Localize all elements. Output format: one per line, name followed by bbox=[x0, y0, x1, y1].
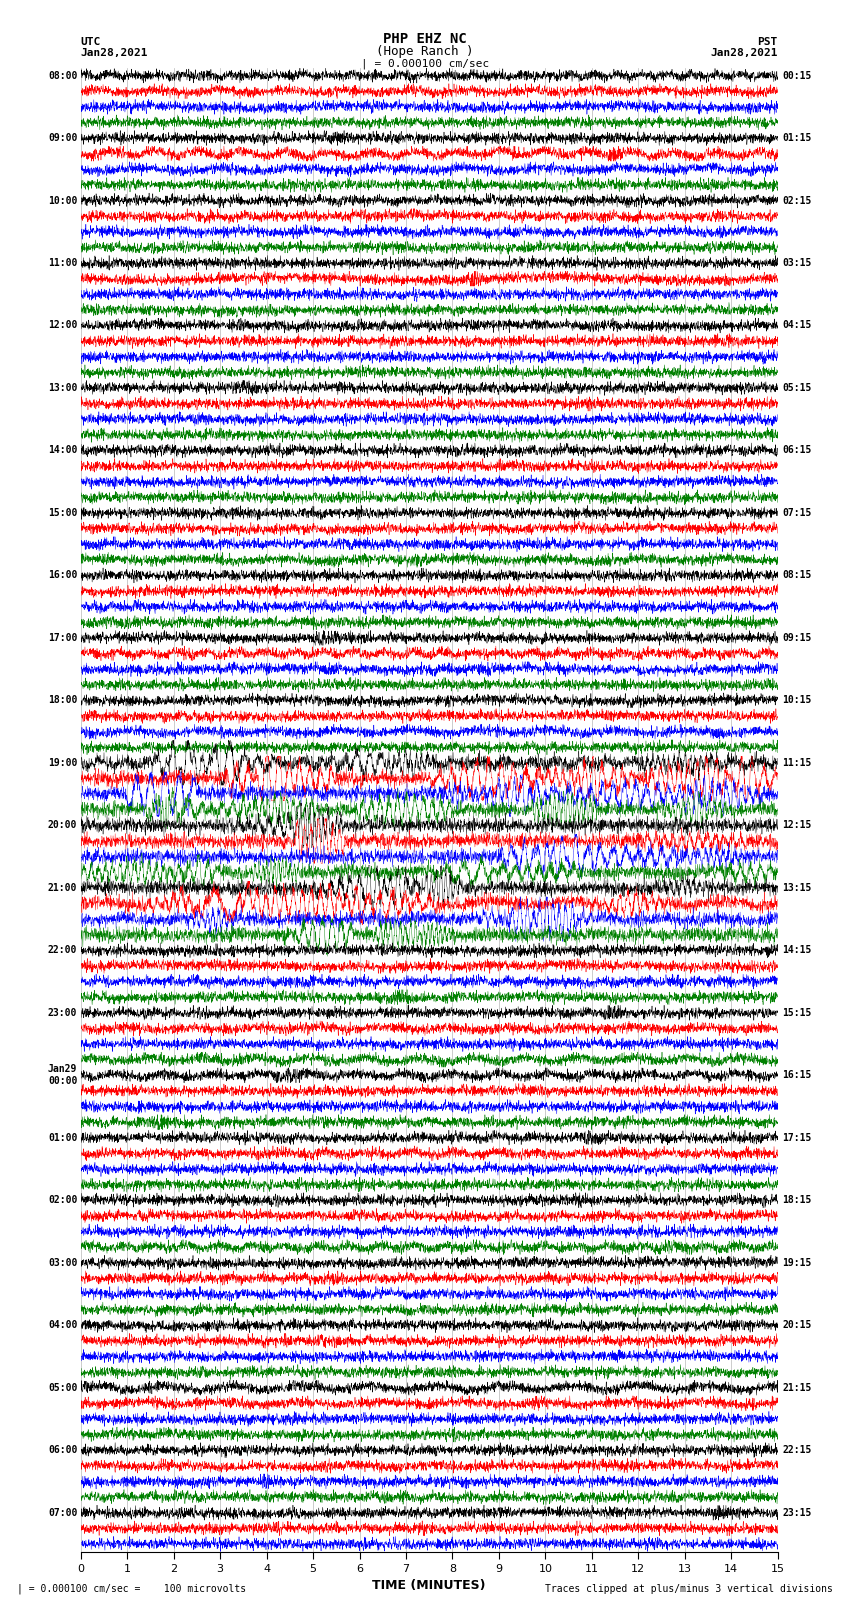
Text: Jan29
00:00: Jan29 00:00 bbox=[48, 1065, 77, 1086]
Text: 03:15: 03:15 bbox=[782, 258, 812, 268]
Text: Jan28,2021: Jan28,2021 bbox=[81, 48, 148, 58]
Text: 18:15: 18:15 bbox=[782, 1195, 812, 1205]
Text: 16:00: 16:00 bbox=[48, 571, 77, 581]
Text: | = 0.000100 cm/sec =    100 microvolts: | = 0.000100 cm/sec = 100 microvolts bbox=[17, 1582, 246, 1594]
Text: (Hope Ranch ): (Hope Ranch ) bbox=[377, 45, 473, 58]
Text: Traces clipped at plus/minus 3 vertical divisions: Traces clipped at plus/minus 3 vertical … bbox=[545, 1584, 833, 1594]
Text: 22:15: 22:15 bbox=[782, 1445, 812, 1455]
X-axis label: TIME (MINUTES): TIME (MINUTES) bbox=[372, 1579, 486, 1592]
Text: 06:00: 06:00 bbox=[48, 1445, 77, 1455]
Text: 08:15: 08:15 bbox=[782, 571, 812, 581]
Text: 20:00: 20:00 bbox=[48, 821, 77, 831]
Text: 12:00: 12:00 bbox=[48, 321, 77, 331]
Text: 00:15: 00:15 bbox=[782, 71, 812, 81]
Text: 02:15: 02:15 bbox=[782, 195, 812, 205]
Text: 17:15: 17:15 bbox=[782, 1132, 812, 1142]
Text: 20:15: 20:15 bbox=[782, 1319, 812, 1331]
Text: 05:15: 05:15 bbox=[782, 382, 812, 394]
Text: Jan28,2021: Jan28,2021 bbox=[711, 48, 778, 58]
Text: 11:00: 11:00 bbox=[48, 258, 77, 268]
Text: 22:00: 22:00 bbox=[48, 945, 77, 955]
Text: 10:15: 10:15 bbox=[782, 695, 812, 705]
Text: 04:00: 04:00 bbox=[48, 1319, 77, 1331]
Text: 18:00: 18:00 bbox=[48, 695, 77, 705]
Text: 16:15: 16:15 bbox=[782, 1071, 812, 1081]
Text: 11:15: 11:15 bbox=[782, 758, 812, 768]
Text: 13:15: 13:15 bbox=[782, 882, 812, 894]
Text: UTC: UTC bbox=[81, 37, 101, 47]
Text: 14:15: 14:15 bbox=[782, 945, 812, 955]
Text: 08:00: 08:00 bbox=[48, 71, 77, 81]
Text: 15:15: 15:15 bbox=[782, 1008, 812, 1018]
Text: 19:00: 19:00 bbox=[48, 758, 77, 768]
Text: 06:15: 06:15 bbox=[782, 445, 812, 455]
Text: 09:00: 09:00 bbox=[48, 132, 77, 144]
Text: PST: PST bbox=[757, 37, 778, 47]
Text: 03:00: 03:00 bbox=[48, 1258, 77, 1268]
Text: 21:00: 21:00 bbox=[48, 882, 77, 894]
Text: 07:00: 07:00 bbox=[48, 1508, 77, 1518]
Text: 15:00: 15:00 bbox=[48, 508, 77, 518]
Text: 10:00: 10:00 bbox=[48, 195, 77, 205]
Text: 09:15: 09:15 bbox=[782, 632, 812, 644]
Text: 01:15: 01:15 bbox=[782, 132, 812, 144]
Text: 05:00: 05:00 bbox=[48, 1382, 77, 1392]
Text: 01:00: 01:00 bbox=[48, 1132, 77, 1142]
Text: 17:00: 17:00 bbox=[48, 632, 77, 644]
Text: 23:00: 23:00 bbox=[48, 1008, 77, 1018]
Text: 12:15: 12:15 bbox=[782, 821, 812, 831]
Text: 07:15: 07:15 bbox=[782, 508, 812, 518]
Text: 21:15: 21:15 bbox=[782, 1382, 812, 1392]
Text: 04:15: 04:15 bbox=[782, 321, 812, 331]
Text: 14:00: 14:00 bbox=[48, 445, 77, 455]
Text: 19:15: 19:15 bbox=[782, 1258, 812, 1268]
Text: 23:15: 23:15 bbox=[782, 1508, 812, 1518]
Text: 13:00: 13:00 bbox=[48, 382, 77, 394]
Text: 02:00: 02:00 bbox=[48, 1195, 77, 1205]
Text: PHP EHZ NC: PHP EHZ NC bbox=[383, 32, 467, 47]
Text: | = 0.000100 cm/sec: | = 0.000100 cm/sec bbox=[361, 58, 489, 69]
